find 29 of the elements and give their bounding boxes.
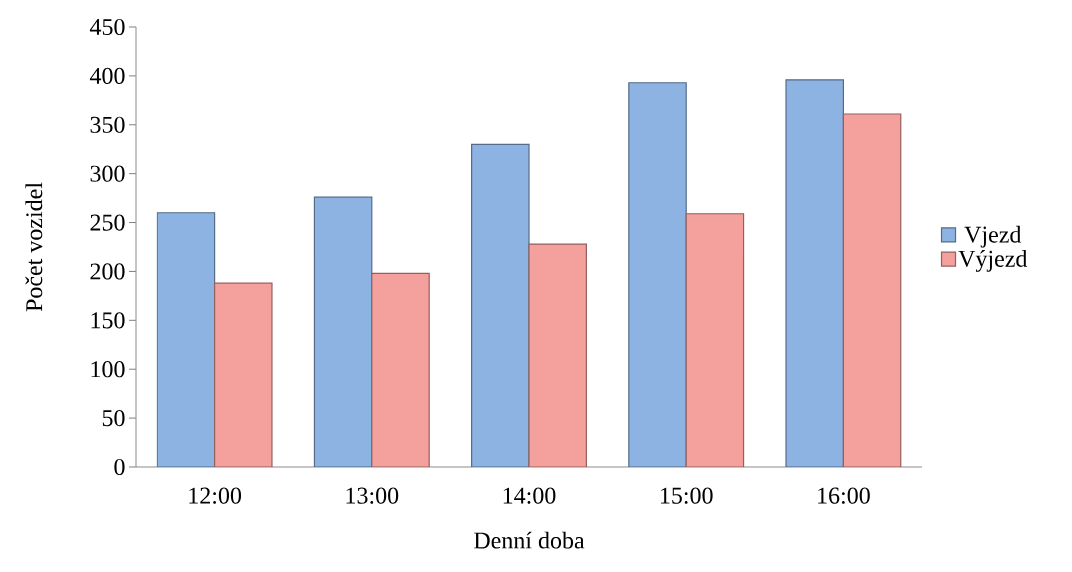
legend-label: Výjezd	[958, 249, 1028, 272]
y-tick-label: 300	[90, 165, 125, 182]
y-tick-label: 150	[91, 312, 125, 329]
y-tick-label: 250	[90, 214, 125, 231]
bar	[528, 243, 587, 467]
y-axis-title: Počet vozidel	[25, 182, 43, 312]
legend-label: Vjezd	[964, 225, 1022, 248]
y-tick-label: 50	[102, 410, 125, 427]
x-tick-label: 16:00	[818, 487, 870, 504]
bar	[371, 272, 430, 467]
y-tick-label: 0	[114, 458, 125, 476]
bar	[471, 143, 530, 467]
y-tick-label: 450	[89, 18, 125, 36]
bar	[156, 212, 216, 467]
x-axis-title: Denní doba	[474, 531, 585, 549]
bar	[214, 282, 273, 467]
bar	[313, 196, 373, 467]
x-tick-label: 15:00	[660, 487, 713, 504]
y-tick-label: 200	[90, 263, 125, 280]
bar	[785, 79, 844, 467]
bar	[842, 113, 902, 467]
bar	[685, 213, 745, 467]
x-tick-label: 13:00	[346, 487, 399, 504]
x-tick-label: 14:00	[503, 487, 556, 504]
y-tick-label: 100	[91, 361, 125, 378]
bar	[628, 82, 687, 467]
y-tick-label: 400	[89, 67, 125, 84]
y-tick-label: 350	[90, 116, 125, 133]
x-tick-label: 12:00	[189, 487, 242, 504]
